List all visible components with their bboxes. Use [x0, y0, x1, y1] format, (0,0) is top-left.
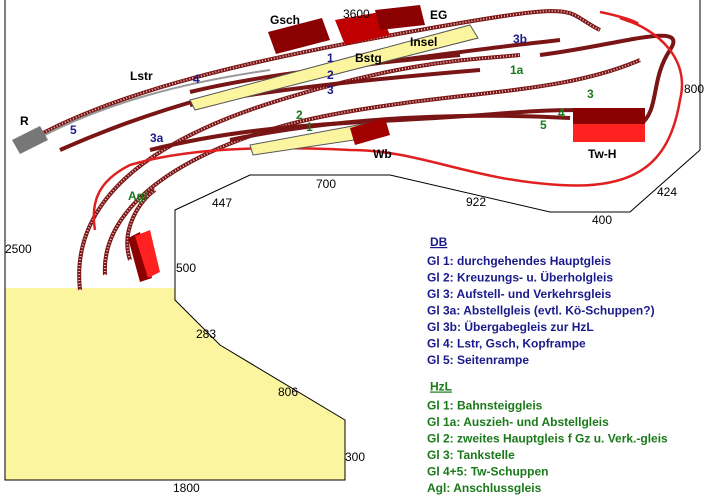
dimension: 1800 [173, 481, 200, 495]
building [573, 124, 645, 142]
track-label: 3 [327, 83, 334, 97]
legend-item: Gl 4+5: Tw-Schuppen [427, 465, 548, 479]
dimension: 447 [212, 196, 232, 210]
legend-item: Gl 2: zweites Hauptgleis f Gz u. Verk.-g… [427, 432, 668, 446]
legend-item: Gl 1: Bahnsteiggleis [427, 399, 543, 413]
legend-item: Gl 5: Seitenrampe [427, 353, 529, 367]
building [573, 108, 645, 124]
legend-title: DB [430, 235, 448, 249]
room-outline [4, 0, 701, 481]
track [29, 9, 601, 142]
legend-item: Agl: Anschlussgleis [427, 481, 542, 495]
red-line [92, 10, 684, 231]
legend-item: Gl 3a: Abstellgleis (evtl. Kö-Schuppen?) [427, 304, 655, 318]
track [229, 113, 571, 142]
building [350, 118, 390, 145]
legend-item: Gl 3b: Übergabegleis zur HzL [427, 319, 594, 334]
track-label: 4 [558, 106, 565, 120]
track-label: 2 [296, 108, 303, 122]
building-label: Lstr [130, 69, 153, 83]
dimension: 283 [196, 327, 216, 341]
track-label: 1 [306, 120, 313, 134]
dimension: 800 [684, 82, 704, 96]
building-label: R [20, 114, 29, 128]
dimension: 922 [466, 195, 486, 209]
dimension: 3600 [343, 7, 370, 21]
legend-item: Gl 1a: Auszieh- und Abstellgleis [427, 415, 609, 429]
track [539, 33, 676, 127]
track-label: 3b [513, 32, 527, 46]
track-label: 5 [70, 123, 77, 137]
legend-title: HzL [430, 380, 452, 394]
dimension: 400 [592, 213, 612, 227]
tracks [17, 9, 684, 291]
track-ties [103, 59, 641, 276]
building [268, 18, 330, 54]
building-label: Insel [410, 35, 437, 49]
track-label: 1 [327, 51, 334, 65]
building-label: Agl [128, 189, 147, 203]
track-label: 5 [540, 118, 547, 132]
building-label: EG [430, 8, 447, 22]
platform [189, 24, 479, 111]
legend-item: Gl 4: Lstr, Gsch, Kopframpe [427, 337, 586, 351]
dimension: 424 [657, 185, 677, 199]
dimension: 2500 [5, 242, 32, 256]
track-label: 3 [587, 87, 594, 101]
dimension: 300 [345, 450, 365, 464]
yellow-area [5, 288, 345, 480]
building-label: Tw-H [588, 147, 616, 161]
legend-item: Gl 3: Tankstelle [427, 448, 515, 462]
labels: Gsch EG Bstg Insel R Lstr Wb Tw-H Agl 1 … [5, 7, 704, 495]
building [375, 5, 425, 30]
legend-item: Gl 3: Aufstell- und Verkehrsgleis [427, 287, 612, 301]
legend-item: Gl 2: Kreuzungs- u. Überholgleis [427, 270, 613, 285]
building-label: Gsch [270, 13, 300, 27]
track-label: 3a [150, 131, 164, 145]
dimension: 500 [176, 261, 196, 275]
building [135, 230, 160, 278]
building [335, 12, 390, 45]
track-label: 4 [193, 72, 200, 86]
legend-item: Gl 1: durchgehendes Hauptgleis [427, 254, 611, 268]
building-label: Bstg [355, 51, 382, 65]
track-ties [126, 189, 156, 261]
building-label: Wb [373, 147, 392, 161]
dimension: 806 [278, 385, 298, 399]
track-label: 2 [327, 68, 334, 82]
track-ties [78, 54, 521, 291]
buildings [12, 5, 645, 282]
dimension: 700 [316, 177, 336, 191]
track-label: 1a [510, 63, 524, 77]
track-edge [17, 69, 271, 151]
building [12, 126, 48, 154]
legend: DB Gl 1: durchgehendes Hauptgleis Gl 2: Kr… [427, 235, 668, 495]
